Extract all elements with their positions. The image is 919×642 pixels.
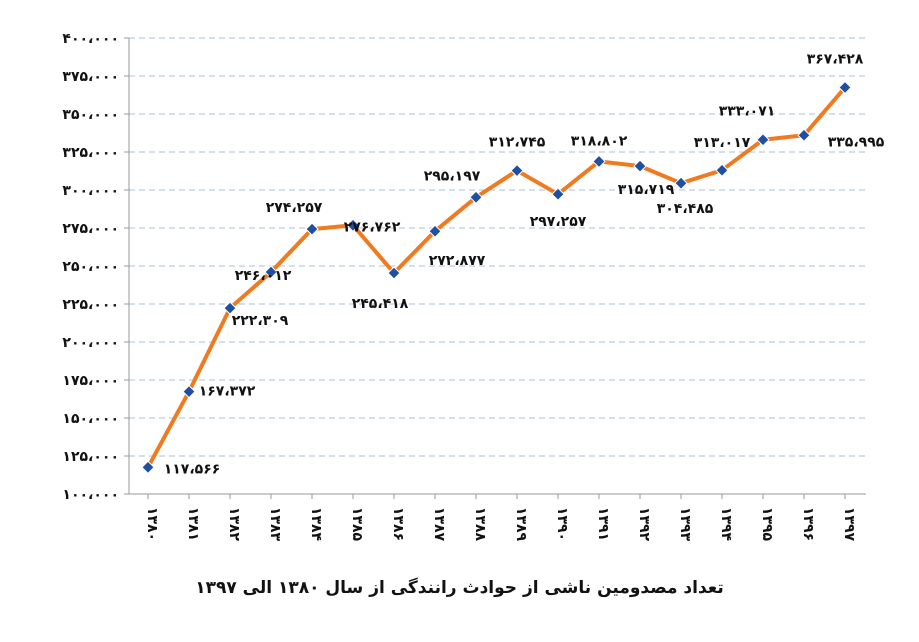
data-label: ۳۱۳،۰۱۷ [694, 135, 751, 151]
x-tick-label: ۱۳۸۴ [308, 507, 324, 542]
y-tick-label: ۱۷۵،۰۰۰ [62, 373, 119, 389]
chart-caption: تعداد مصدومین ناشی از حوادث رانندگی از س… [195, 578, 724, 598]
x-tick-label: ۱۳۸۸ [472, 507, 488, 542]
data-point-marker [387, 266, 401, 280]
data-label: ۲۹۵،۱۹۷ [424, 168, 481, 184]
y-tick-label: ۱۵۰،۰۰۰ [62, 411, 119, 427]
y-tick-label: ۳۷۵،۰۰۰ [62, 69, 119, 85]
data-point-marker [346, 218, 360, 233]
data-label: ۳۱۸،۸۰۲ [571, 133, 628, 149]
data-label: ۲۴۶،۰۱۲ [235, 268, 292, 284]
data-label: ۳۱۲،۷۴۵ [489, 135, 546, 151]
data-point-marker [182, 384, 196, 399]
x-tick-labels: ۱۳۸۰ ۱۳۸۱ ۱۳۸۲ ۱۳۸۳ ۱۳۸۴ ۱۳۸۵ ۱۳۸۶ ۱۳۸۷ ۱۳۸۸ ۱۳۸۹… [144, 494, 857, 542]
data-label: ۳۶۷،۴۲۸ [807, 52, 864, 68]
data-markers [141, 80, 852, 475]
x-tick-label: ۱۳۸۷ [431, 507, 447, 542]
data-point-marker [797, 128, 811, 142]
x-tick-label: ۱۳۸۵ [349, 507, 365, 542]
data-labels: ۱۱۷،۵۶۶ ۱۶۷،۳۷۲ ۲۲۲،۳۰۹ ۲۴۶،۰۱۲ ۲۷۴،۲۵۷ ۲۷۶،۷… [164, 52, 885, 478]
data-label: ۲۷۶،۷۶۲ [344, 219, 401, 235]
y-tick-label: ۲۵۰،۰۰۰ [62, 259, 119, 275]
data-label: ۱۶۷،۳۷۲ [199, 384, 256, 400]
data-point-marker [756, 133, 770, 147]
data-point-marker [633, 159, 647, 173]
x-tick-label: ۱۳۹۳ [677, 507, 693, 542]
x-tick-label: ۱۳۹۶ [800, 507, 816, 541]
y-tick-label: ۲۲۵،۰۰۰ [62, 297, 119, 313]
data-point-marker [264, 265, 278, 279]
x-tick-label: ۱۳۹۱ [595, 507, 611, 541]
data-point-marker [305, 222, 319, 236]
y-tick-label: ۲۰۰،۰۰۰ [62, 335, 119, 351]
y-tick-label: ۱۲۵،۰۰۰ [62, 449, 119, 465]
data-label: ۲۴۵،۴۱۸ [352, 296, 409, 312]
x-tick-label: ۱۳۸۹ [513, 507, 529, 542]
data-label: ۲۷۲،۸۷۷ [429, 253, 486, 269]
y-tick-label: ۳۰۰،۰۰۰ [62, 183, 119, 199]
data-point-marker [551, 187, 565, 201]
data-point-marker [223, 301, 237, 315]
series-line [146, 86, 847, 469]
data-point-marker [838, 80, 852, 95]
data-point-marker [469, 190, 483, 205]
y-tick-label: ۳۲۵،۰۰۰ [62, 145, 119, 161]
x-tick-label: ۱۳۸۰ [144, 507, 160, 541]
x-tick-label: ۱۳۹۷ [841, 507, 857, 542]
data-point-marker [141, 460, 155, 475]
data-label: ۳۳۳،۰۷۱ [719, 104, 776, 120]
data-label: ۲۲۲،۳۰۹ [232, 313, 289, 329]
data-point-marker [428, 224, 442, 238]
y-tick-label: ۳۵۰،۰۰۰ [62, 107, 119, 123]
data-label: ۳۳۵،۹۹۵ [828, 134, 885, 150]
x-tick-label: ۱۳۹۴ [718, 507, 734, 542]
x-tick-label: ۱۳۸۳ [267, 507, 283, 542]
data-label: ۱۱۷،۵۶۶ [164, 461, 221, 477]
x-tick-label: ۱۳۹۲ [636, 507, 652, 542]
x-tick-label: ۱۳۸۱ [185, 507, 201, 541]
y-tick-labels: ۱۰۰،۰۰۰ ۱۲۵،۰۰۰ ۱۵۰،۰۰۰ ۱۷۵،۰۰۰ ۲۰۰،۰۰۰ ۲۲۵،۰… [62, 31, 119, 503]
y-tick-label: ۱۰۰،۰۰۰ [62, 487, 119, 503]
data-label: ۲۷۴،۲۵۷ [266, 200, 323, 216]
y-tick-label: ۴۰۰،۰۰۰ [62, 31, 119, 47]
data-label: ۲۹۷،۲۵۷ [530, 214, 587, 230]
x-tick-label: ۱۳۹۵ [759, 507, 775, 542]
data-point-marker [674, 176, 688, 190]
x-tick-label: ۱۳۹۰ [554, 507, 570, 541]
data-label: ۳۰۴،۴۸۵ [657, 201, 714, 217]
data-point-marker [510, 163, 524, 178]
x-tick-label: ۱۳۸۲ [226, 507, 242, 542]
axes [128, 38, 866, 495]
y-tick-label: ۲۷۵،۰۰۰ [62, 221, 119, 237]
data-label: ۳۱۵،۷۱۹ [618, 182, 675, 198]
data-point-marker [592, 154, 606, 169]
data-point-marker [715, 163, 729, 177]
x-tick-label: ۱۳۸۶ [390, 507, 406, 541]
